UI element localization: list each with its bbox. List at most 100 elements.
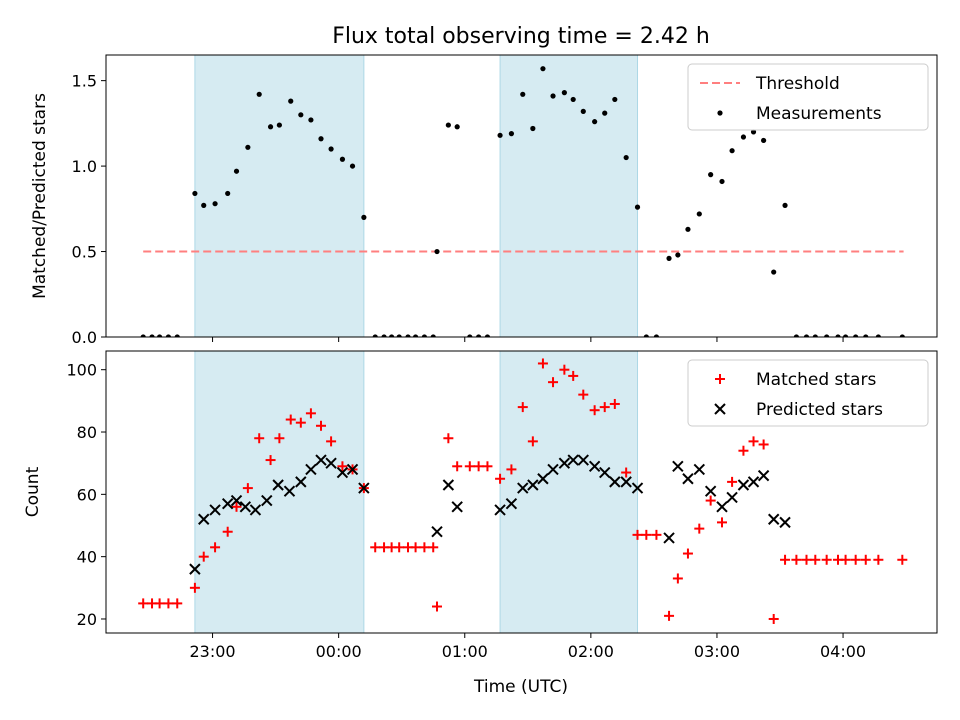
matched-star-point: [840, 554, 851, 565]
measurement-point: [782, 202, 788, 208]
matched-star-point: [517, 402, 528, 413]
measurement-point: [685, 226, 691, 232]
measurement-point: [454, 124, 460, 130]
y-tick-label: 60: [77, 485, 97, 504]
y-tick-label: 0.0: [72, 328, 97, 347]
measurement-point: [140, 334, 146, 337]
axes-frame: [105, 350, 938, 634]
measurement-point: [853, 334, 859, 337]
matched-star-point: [464, 461, 475, 472]
matched-star-point: [682, 548, 693, 559]
top-panel: 0.0 0.5 1.0 1.5 Matched/Predicted stars Thres…: [30, 54, 938, 347]
matched-star-point: [651, 529, 662, 540]
legend: Matched stars Predicted stars: [687, 359, 929, 427]
predicted-star-point: [716, 501, 728, 513]
matched-star-point: [428, 542, 439, 553]
matched-star-point: [897, 554, 908, 565]
measurement-point: [708, 172, 714, 178]
x-tick-label: 02:00: [568, 642, 614, 661]
matched-star-point: [337, 461, 348, 472]
measurement-point: [412, 334, 419, 337]
measurement-point: [580, 108, 586, 114]
matched-star-point: [265, 455, 276, 466]
matched-star-point: [231, 501, 242, 512]
chart-title: Flux total observing time = 2.42 h: [332, 24, 710, 49]
measurement-point: [165, 334, 172, 337]
matched-star-point: [506, 464, 517, 475]
plot-area: [140, 55, 905, 337]
matched-star-point: [609, 398, 620, 409]
observing-window-span: [499, 55, 639, 337]
measurement-point: [174, 334, 180, 337]
matched-star-point: [821, 554, 832, 565]
legend-label: Predicted stars: [756, 400, 883, 420]
measurement-point: [570, 96, 576, 103]
measurement-point: [405, 334, 411, 337]
measurement-point: [634, 204, 641, 210]
matched-star-point: [727, 476, 738, 487]
matched-star-point: [810, 554, 821, 565]
matched-star-point: [274, 433, 285, 444]
predicted-star-point: [283, 485, 296, 497]
measurement-point: [643, 334, 649, 337]
measurement-point: [149, 334, 155, 337]
measurement-point: [421, 334, 428, 337]
predicted-star-point: [558, 457, 571, 469]
matched-star-point: [559, 364, 570, 375]
matched-star-point: [254, 433, 265, 444]
y-tick-label: 100: [66, 361, 97, 380]
measurement-point: [653, 334, 660, 337]
measurement-point: [389, 334, 395, 337]
measurement-point: [361, 214, 367, 220]
predicted-star-point: [249, 504, 262, 516]
matched-star-point: [768, 613, 779, 624]
legend-matched-swatch: [715, 374, 725, 384]
measurement-point: [835, 334, 841, 337]
legend-box: [687, 359, 929, 427]
predicted-star-point: [336, 466, 349, 479]
matched-star-point: [873, 554, 884, 565]
matched-star-point: [780, 554, 791, 565]
measurement-point: [740, 134, 747, 140]
predicted-star-point: [431, 526, 443, 538]
matched-star-point: [641, 529, 652, 540]
measurement-point: [233, 168, 240, 174]
matched-star-point: [432, 601, 443, 612]
measurement-point: [156, 334, 163, 337]
measurement-point: [192, 190, 198, 197]
measurement-point: [675, 252, 681, 258]
matched-star-point: [705, 495, 716, 506]
measurement-point: [372, 334, 378, 337]
predicted-star-point: [672, 460, 684, 472]
measurement-point: [761, 137, 767, 144]
measurement-point: [623, 154, 629, 161]
legend-label: Matched stars: [756, 370, 876, 390]
predicted-star-point: [567, 454, 579, 466]
y-tick-label: 1.5: [72, 72, 97, 91]
x-tick-label: 04:00: [820, 642, 866, 661]
measurement-point: [328, 146, 334, 152]
measurement-point: [288, 98, 294, 104]
measurement-point: [602, 110, 608, 116]
y-axis-label: Matched/Predicted stars: [30, 93, 50, 299]
matched-star-point: [589, 405, 600, 416]
predicted-star-point: [693, 463, 706, 476]
measurement-point: [212, 201, 218, 207]
matched-star-point: [198, 551, 209, 562]
matched-star-point: [482, 461, 493, 472]
predicted-star-point: [682, 473, 694, 485]
matched-star-point: [394, 542, 405, 553]
matched-star-point: [316, 420, 327, 431]
matched-star-point: [222, 526, 233, 537]
predicted-star-point: [358, 482, 370, 494]
measurement-point: [201, 202, 207, 208]
predicted-star-point: [261, 494, 273, 507]
matched-star-point: [419, 542, 430, 553]
measurement-point: [812, 334, 818, 337]
measurement-point: [339, 156, 346, 162]
measurement-point: [875, 334, 881, 337]
predicted-star-point: [517, 482, 529, 494]
x-tick-label: 03:00: [694, 642, 740, 661]
measurement-point: [612, 96, 618, 103]
